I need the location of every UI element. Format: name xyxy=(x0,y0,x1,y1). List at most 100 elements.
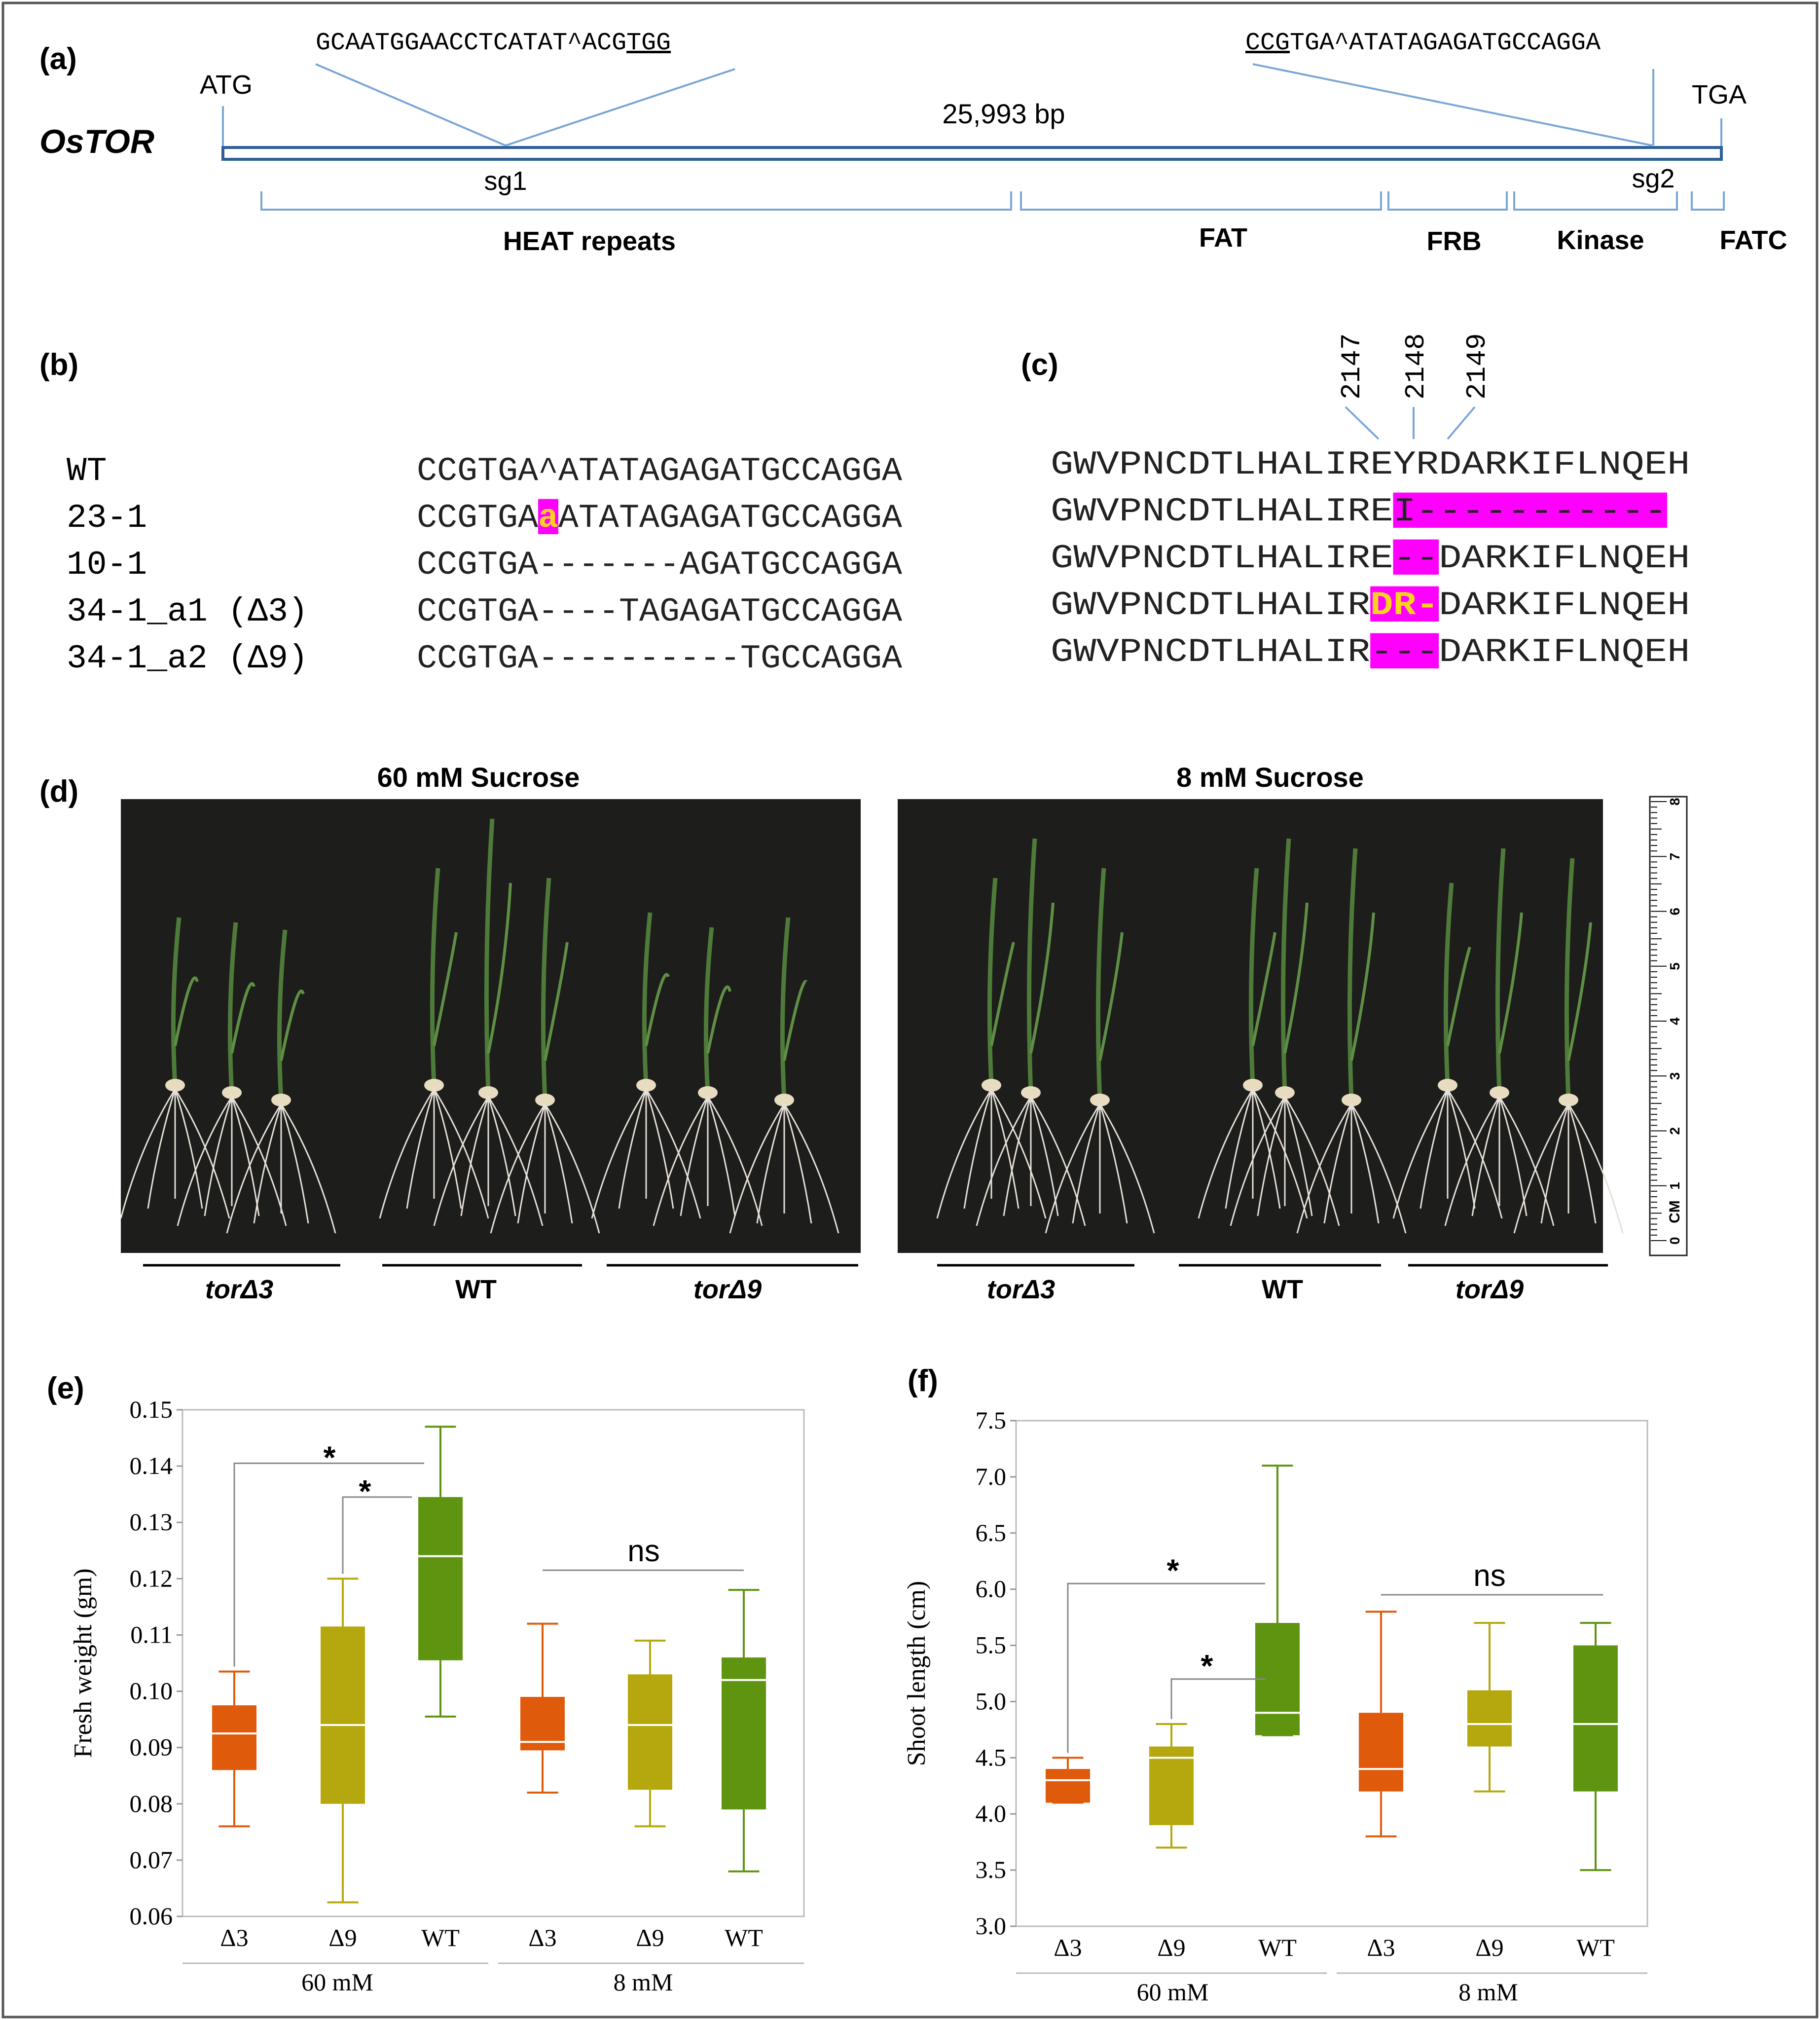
seedling-root xyxy=(433,1089,489,1219)
seedling-root xyxy=(990,1089,1019,1209)
seedling-leaf xyxy=(706,985,731,1054)
ruler-unit: CM xyxy=(1667,1200,1683,1223)
seedling-root xyxy=(253,1103,282,1224)
gene-length: 25,993 bp xyxy=(942,98,1065,129)
domain-kinase: Kinase xyxy=(1557,225,1644,255)
seedling xyxy=(1392,882,1503,1219)
seedling-leaf xyxy=(544,942,569,1061)
seedling-root xyxy=(147,1089,176,1209)
seedling-root xyxy=(1447,1089,1476,1209)
seedling-root xyxy=(231,1096,260,1216)
seedling-shoot xyxy=(703,927,714,1093)
seedling xyxy=(936,878,1047,1219)
group-label-tord3: torΔ3 xyxy=(205,1275,273,1304)
seedling-root xyxy=(204,1096,233,1216)
seedling-shoot xyxy=(1095,868,1106,1101)
seedling-root xyxy=(1284,1096,1340,1226)
ruler-number: 8 xyxy=(1667,798,1682,806)
residue-position-2148: 2148 xyxy=(1400,333,1432,400)
group-label-tord9: torΔ9 xyxy=(693,1275,762,1304)
seedling xyxy=(1296,848,1407,1234)
box-plot xyxy=(520,1622,565,1794)
allele-name: 23-1 xyxy=(67,499,147,537)
seedling-root xyxy=(1257,1096,1286,1216)
seedling xyxy=(379,868,489,1219)
seedling-root xyxy=(280,1103,309,1224)
x-tick-label: Δ3 xyxy=(1367,1934,1395,1961)
seedling-shoot xyxy=(1564,858,1575,1101)
seedling-root xyxy=(487,1096,516,1216)
y-tick-label: 0.08 xyxy=(130,1790,173,1817)
position-leader-2149 xyxy=(1447,406,1476,440)
seedling-root xyxy=(517,1103,546,1224)
iqr-box xyxy=(1359,1713,1403,1792)
seedling-shoot xyxy=(1347,848,1358,1101)
protein-mutation-text: DR- xyxy=(1370,587,1439,624)
seedling-leaf xyxy=(645,973,670,1046)
sg1-seq-pre: GCAATGGAACCTCATAT^ACG xyxy=(316,29,626,57)
significance-star: * xyxy=(359,1473,371,1509)
sg1-label: sg1 xyxy=(484,166,527,196)
domain-bracket-fat xyxy=(1020,191,1382,211)
box-plot xyxy=(1467,1622,1512,1793)
sg2-seq-post: TGA^ATATAGAGATGCCAGGA xyxy=(1290,29,1601,57)
protein-sequence-text: GWVPNCDTLHALIRE xyxy=(1051,493,1393,531)
seedling-root xyxy=(226,1103,282,1234)
significance-bracket xyxy=(342,1496,412,1574)
dna-row: CCGTGA a ATATAGAGATGCCAGGA xyxy=(417,499,902,537)
seedling-root xyxy=(433,1089,462,1209)
y-axis-label: Fresh weight (gm) xyxy=(69,1568,97,1758)
seedling-root xyxy=(1030,1096,1086,1226)
seedling-root xyxy=(1323,1103,1352,1224)
panel-f-label: (f) xyxy=(908,1364,938,1398)
y-tick-label: 4.0 xyxy=(976,1800,1007,1827)
seedling-root xyxy=(707,1096,763,1226)
dna-row: CCGTGA^ATATAGAGATGCCAGGA xyxy=(417,452,902,490)
protein-row: GWVPNCDTLHALIR --- DARKIFLNQEH xyxy=(1051,633,1690,671)
x-tick-label: Δ3 xyxy=(220,1924,248,1951)
protein-row: GWVPNCDTLHALIREYRDARKIFLNQEH xyxy=(1051,446,1690,484)
sg1-sequence: GCAATGGAACCTCATAT^ACGTGG xyxy=(316,29,671,57)
protein-sequence-text: GWVPNCDTLHALIREYRDARKIFLNQEH xyxy=(1051,446,1690,484)
seedling-root xyxy=(1003,1096,1032,1216)
seedling-root xyxy=(1392,1089,1449,1219)
seedling-leaf xyxy=(230,982,255,1054)
ruler-number: 4 xyxy=(1667,1017,1682,1025)
seedling-root xyxy=(591,1089,647,1219)
iqr-box xyxy=(1467,1690,1512,1747)
seedling-leaf xyxy=(1098,932,1124,1061)
iqr-box xyxy=(1046,1769,1090,1803)
y-tick-label: 4.5 xyxy=(976,1743,1007,1771)
seedling-root xyxy=(976,1096,1032,1226)
seedling xyxy=(177,922,287,1226)
seed xyxy=(1490,1086,1509,1099)
seedling-root xyxy=(783,1103,839,1234)
residue-position-2149: 2149 xyxy=(1461,333,1493,400)
seedling-root xyxy=(680,1096,709,1216)
seed xyxy=(535,1094,555,1106)
protein-highlight xyxy=(1370,633,1439,668)
seedling-shoot xyxy=(642,912,653,1086)
seedling-root xyxy=(120,1089,176,1219)
iqr-box xyxy=(1573,1645,1618,1792)
seedling-root xyxy=(1540,1103,1569,1224)
x-tick-label: WT xyxy=(725,1924,763,1951)
seedling xyxy=(1198,868,1308,1219)
sg1-seq-pam: TGG xyxy=(626,29,671,57)
significance-bracket xyxy=(233,1462,424,1667)
seedling-root xyxy=(653,1096,709,1226)
sg2-seq-pam: CCG xyxy=(1245,29,1290,57)
seedling-root xyxy=(174,1089,203,1209)
seedling-root xyxy=(1444,1096,1500,1226)
dna-mutation-text: a xyxy=(538,499,558,537)
y-tick-label: 0.10 xyxy=(130,1677,173,1705)
seedling xyxy=(1513,858,1624,1234)
seedling-shoot xyxy=(227,922,238,1093)
x-tick-label: Δ9 xyxy=(636,1924,664,1951)
iqr-box xyxy=(212,1705,256,1770)
domain-bracket-fatc xyxy=(1691,191,1725,211)
y-tick-label: 0.15 xyxy=(130,1396,173,1423)
x-tick-label: WT xyxy=(1576,1934,1615,1961)
y-tick-label: 5.0 xyxy=(976,1687,1007,1715)
seedling-leaf xyxy=(1251,932,1276,1046)
